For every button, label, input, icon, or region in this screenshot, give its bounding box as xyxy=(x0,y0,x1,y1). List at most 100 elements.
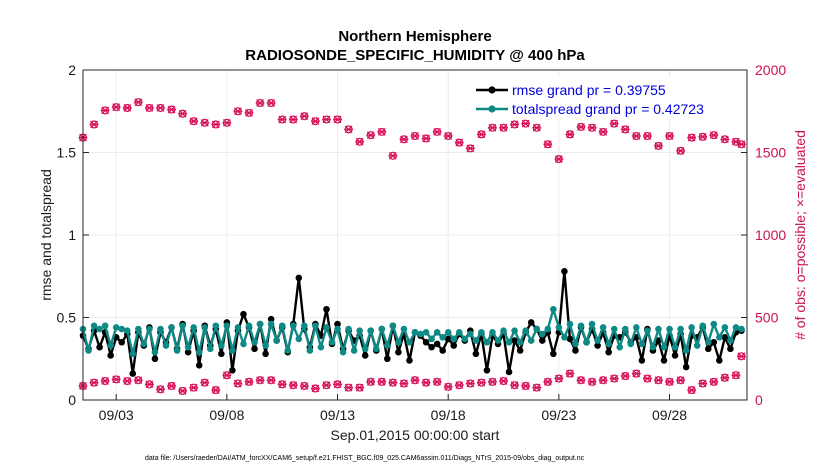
rmse-point xyxy=(516,347,524,354)
totalspread-point xyxy=(522,327,529,335)
totalspread-point xyxy=(671,343,679,351)
obs-possible-point xyxy=(499,123,508,132)
totalspread-point xyxy=(489,329,496,336)
y-tick-label: 0.5 xyxy=(57,310,77,326)
totalspread-point xyxy=(599,324,607,331)
y-right-tick-label: 1000 xyxy=(755,227,786,243)
rmse-point xyxy=(184,348,192,356)
totalspread-point xyxy=(273,337,280,344)
rmse-point xyxy=(572,347,579,354)
obs-evaluated-point xyxy=(277,380,287,389)
y-right-tick-label: 0 xyxy=(755,392,763,408)
obs-evaluated-point xyxy=(631,369,641,378)
totalspread-point xyxy=(151,348,159,356)
rmse-point xyxy=(444,335,452,343)
x-axis-label: Sep.01,2015 00:00:00 start xyxy=(331,427,500,443)
obs-possible-point xyxy=(277,115,287,124)
obs-possible-point xyxy=(100,106,110,115)
obs-possible-point xyxy=(233,107,243,116)
obs-possible-point xyxy=(211,120,221,129)
totalspread-point xyxy=(107,342,114,349)
rmse-point xyxy=(660,357,668,364)
totalspread-point xyxy=(550,305,557,313)
obs-possible-point xyxy=(333,115,342,124)
obs-evaluated-point xyxy=(189,383,199,392)
totalspread-point xyxy=(317,343,325,351)
obs-evaluated-point xyxy=(676,376,685,385)
rmse-point xyxy=(716,357,723,364)
obs-evaluated-point xyxy=(665,377,674,386)
obs-evaluated-point xyxy=(89,378,99,387)
obs-evaluated-point xyxy=(654,376,663,385)
totalspread-point xyxy=(90,322,98,330)
obs-possible-point xyxy=(299,112,309,121)
obs-possible-point xyxy=(266,98,276,108)
totalspread-point xyxy=(478,329,485,336)
totalspread-point xyxy=(450,335,458,343)
rmse-point xyxy=(561,268,568,275)
totalspread-point xyxy=(616,343,624,351)
obs-evaluated-point xyxy=(454,381,464,390)
totalspread-point xyxy=(605,340,612,348)
totalspread-point xyxy=(516,338,524,346)
obs-evaluated-point xyxy=(200,378,210,387)
rmse-point xyxy=(550,350,557,358)
rmse-point xyxy=(710,338,718,346)
totalspread-point xyxy=(428,335,435,343)
obs-possible-point xyxy=(421,134,431,143)
obs-evaluated-point xyxy=(111,375,121,384)
obs-possible-point xyxy=(609,119,619,128)
obs-evaluated-point xyxy=(410,376,420,385)
obs-possible-point xyxy=(543,140,553,149)
totalspread-point xyxy=(511,327,518,335)
obs-possible-point xyxy=(488,123,497,132)
grid xyxy=(83,70,747,400)
obs-possible-point xyxy=(288,115,298,124)
obs-evaluated-point xyxy=(355,383,365,392)
obs-possible-point xyxy=(322,115,331,124)
totalspread-point xyxy=(267,320,275,328)
obs-evaluated-point xyxy=(333,380,342,389)
rmse-point xyxy=(240,310,247,318)
rmse-point xyxy=(118,338,126,346)
obs-evaluated-point xyxy=(609,374,619,383)
totalspread-point xyxy=(162,342,170,349)
rmse-point xyxy=(433,340,441,348)
obs-possible-point xyxy=(665,131,674,141)
rmse-point xyxy=(251,345,258,353)
rmse-point xyxy=(262,350,269,358)
totalspread-point xyxy=(245,322,253,330)
rmse-point xyxy=(704,345,712,353)
totalspread-point xyxy=(693,342,701,349)
totalspread-point xyxy=(278,322,286,330)
legend-rmse-marker xyxy=(488,86,496,94)
totalspread-point xyxy=(101,322,109,330)
rmse-point xyxy=(96,343,103,351)
totalspread-point xyxy=(361,345,369,353)
rmse-point xyxy=(505,368,513,376)
obs-possible-point xyxy=(643,131,652,141)
obs-possible-point xyxy=(676,146,685,155)
y-right-tick-label: 1500 xyxy=(755,145,786,161)
y-tick-label: 1 xyxy=(68,227,76,243)
totalspread-point xyxy=(422,329,430,336)
obs-possible-point xyxy=(377,127,387,136)
obs-possible-point xyxy=(355,137,365,146)
obs-evaluated-point xyxy=(145,380,154,389)
rmse-point xyxy=(727,345,734,353)
obs-evaluated-point xyxy=(432,377,442,386)
totalspread-point xyxy=(655,325,662,333)
obs-evaluated-point xyxy=(720,373,730,382)
totalspread-point xyxy=(284,347,292,354)
obs-evaluated-point xyxy=(122,376,132,386)
totalspread-point xyxy=(85,347,92,354)
obs-evaluated-point xyxy=(554,374,564,383)
totalspread-point xyxy=(483,338,491,346)
obs-possible-point xyxy=(399,135,409,144)
obs-possible-point xyxy=(576,122,586,131)
totalspread-point xyxy=(727,337,734,344)
footnote: data file: /Users/raeder/DAI/ATM_forcXX/… xyxy=(145,455,585,462)
totalspread-point xyxy=(400,325,408,333)
totalspread-point xyxy=(312,322,319,330)
totalspread-point xyxy=(378,325,386,333)
